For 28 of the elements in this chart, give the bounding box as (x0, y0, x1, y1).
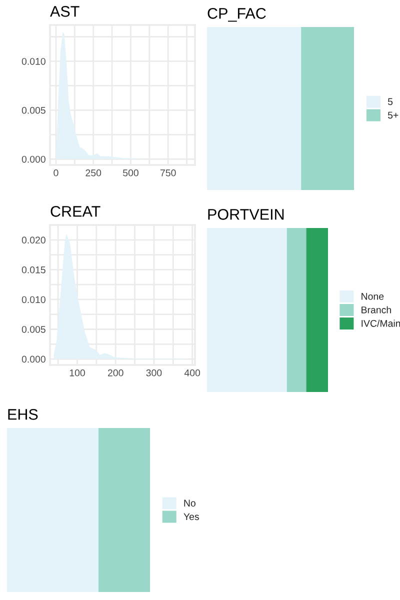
legend-label: Branch (362, 306, 391, 314)
y-tick-label: 0.015 (22, 266, 46, 274)
y-tick-label: 0.000 (22, 156, 46, 163)
y-tick-label: 0.010 (22, 296, 46, 304)
legend-label: IVC/Main (362, 320, 400, 327)
x-tick-label: 750 (160, 169, 176, 176)
legend-label: None (362, 293, 384, 300)
chart-title: AST (50, 6, 80, 17)
legend-label: No (184, 500, 196, 507)
y-tick-label: 0.000 (22, 356, 46, 363)
chart-title: CREAT (50, 206, 100, 217)
chart-title: CP_FAC (208, 8, 266, 22)
y-tick-label: 0.010 (22, 58, 46, 65)
x-tick-label: 200 (108, 369, 124, 376)
x-tick-label: 500 (123, 169, 138, 176)
x-tick-label: 300 (146, 369, 162, 376)
legend-label: 5 (388, 98, 393, 106)
legend-label: Yes (184, 513, 199, 520)
x-tick-label: 250 (86, 169, 102, 176)
legend-label: 5+ (388, 112, 398, 119)
x-tick-label: 0 (54, 169, 58, 176)
y-tick-label: 0.020 (22, 236, 46, 244)
y-tick-label: 0.005 (22, 106, 46, 114)
chart-title: EHS (8, 409, 38, 420)
chart-title: PORTVEIN (208, 209, 284, 220)
x-tick-label: 100 (70, 369, 85, 376)
x-tick-label: 400 (184, 369, 200, 376)
y-tick-label: 0.005 (22, 326, 46, 333)
